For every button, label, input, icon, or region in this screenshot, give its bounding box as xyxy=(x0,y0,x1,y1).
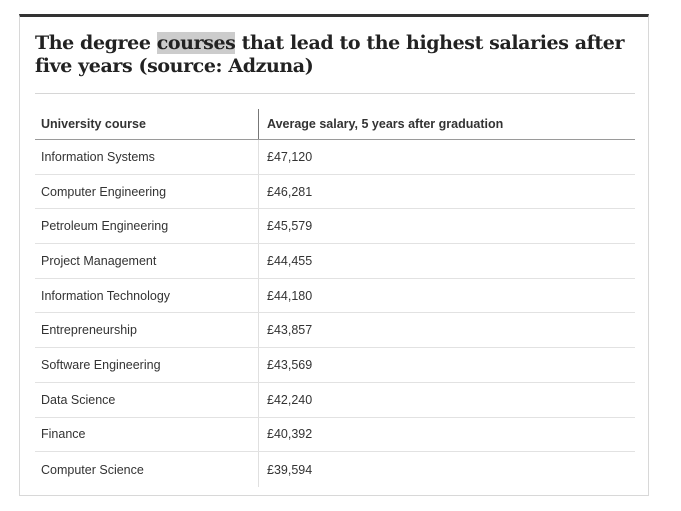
course-cell: Finance xyxy=(41,427,86,442)
salary-cell: £45,579 xyxy=(258,209,635,244)
salary-cell: £43,857 xyxy=(258,313,635,348)
table-row: Computer Science £39,594 xyxy=(35,452,635,487)
salary-cell: £47,120 xyxy=(258,140,635,174)
course-cell: Information Technology xyxy=(41,288,171,303)
table-row: Software Engineering £43,569 xyxy=(35,348,635,383)
title-divider xyxy=(35,93,635,94)
salary-cell: £39,594 xyxy=(258,452,635,487)
table-row: Data Science £42,240 xyxy=(35,382,635,418)
salary-cell: £46,281 xyxy=(258,174,635,209)
course-cell: Project Management xyxy=(41,253,157,268)
title-text-before: The degree xyxy=(35,32,157,54)
column-header-course: University course xyxy=(41,117,146,131)
course-cell: Software Engineering xyxy=(41,357,161,372)
table-title: The degree courses that lead to the high… xyxy=(35,32,635,78)
course-cell: Petroleum Engineering xyxy=(41,219,169,234)
course-cell: Entrepreneurship xyxy=(41,323,137,338)
title-highlighted-word: courses xyxy=(156,32,236,54)
salary-cell: £43,569 xyxy=(258,348,635,382)
salary-cell: £44,180 xyxy=(258,278,635,313)
table-row: Information Systems £47,120 xyxy=(35,140,635,175)
salary-table: University course Average salary, 5 year… xyxy=(35,109,635,487)
course-cell: Computer Science xyxy=(41,462,144,477)
salary-cell: £42,240 xyxy=(258,382,635,417)
table-row: Petroleum Engineering £45,579 xyxy=(35,209,635,245)
course-cell: Information Systems xyxy=(41,149,155,164)
column-header-salary: Average salary, 5 years after graduation xyxy=(258,109,635,139)
table-row: Finance £40,392 xyxy=(35,417,635,453)
table-row: Entrepreneurship £43,857 xyxy=(35,313,635,349)
salary-cell: £40,392 xyxy=(258,417,635,452)
course-cell: Computer Engineering xyxy=(41,184,167,199)
salary-table-card: The degree courses that lead to the high… xyxy=(19,14,649,496)
title-text-after: that lead to the highest salaries after … xyxy=(35,32,625,77)
table-row: Project Management £44,455 xyxy=(35,244,635,279)
table-header-row: University course Average salary, 5 year… xyxy=(35,109,635,140)
table-row: Computer Engineering £46,281 xyxy=(35,174,635,210)
salary-cell: £44,455 xyxy=(258,244,635,278)
table-row: Information Technology £44,180 xyxy=(35,278,635,314)
course-cell: Data Science xyxy=(41,392,116,407)
